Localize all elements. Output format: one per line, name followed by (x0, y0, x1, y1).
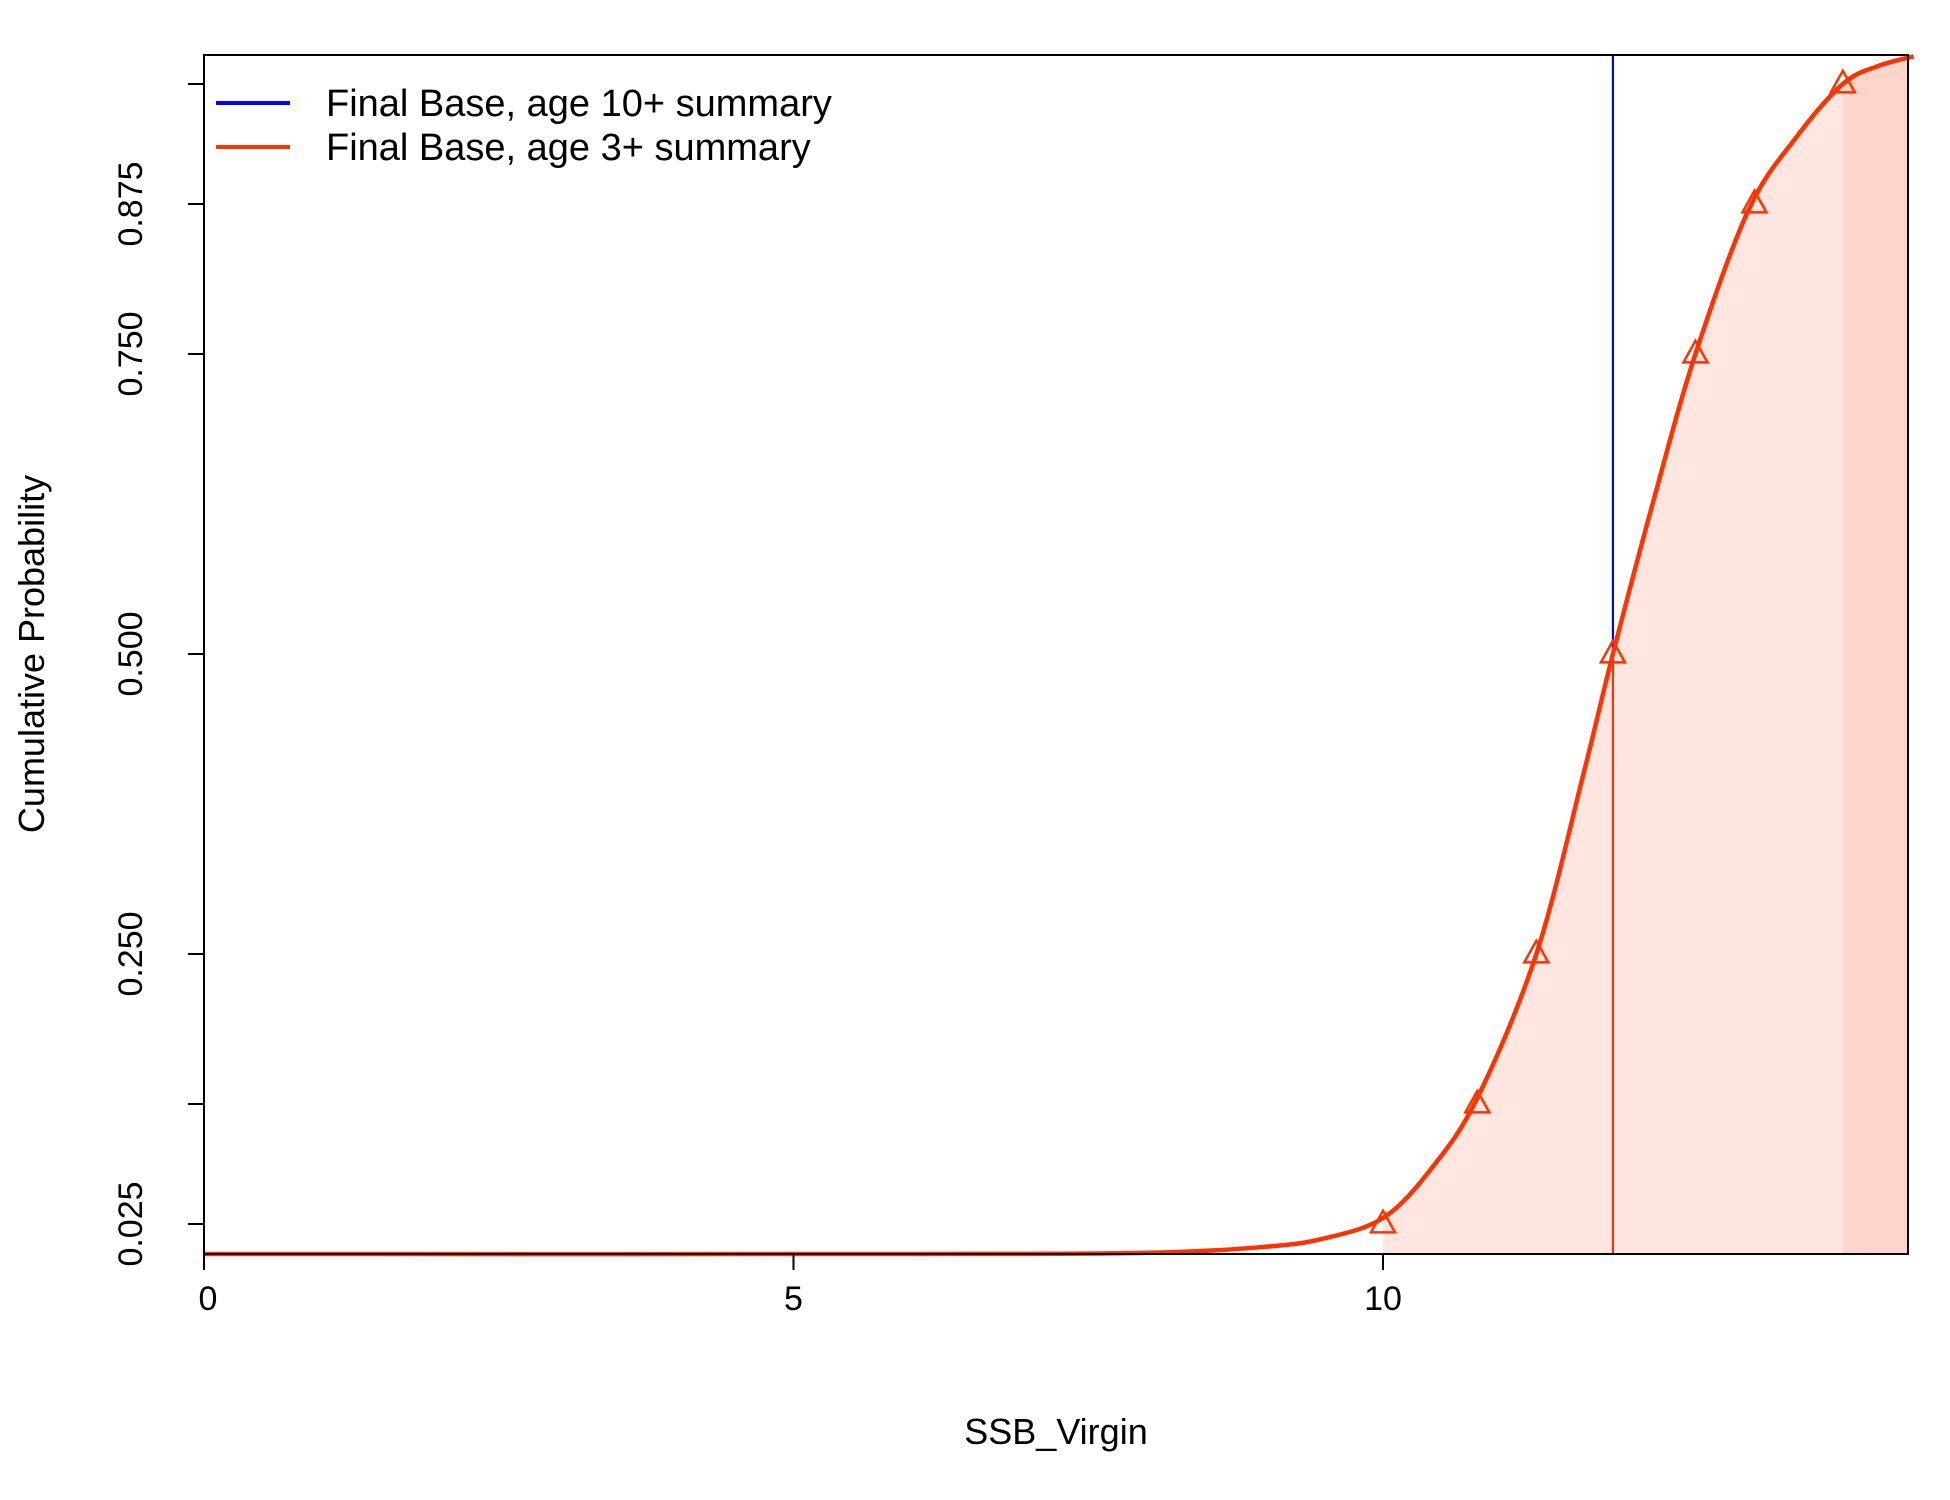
quantile-marker-0 (1368, 1208, 1398, 1234)
quantile-marker-2 (1522, 938, 1551, 964)
quantile-marker-5 (1740, 188, 1769, 214)
marker-layer (1368, 68, 1857, 1234)
y-tick-label-0: 0.025 (112, 1181, 150, 1266)
x-tick-label-1: 5 (784, 1280, 803, 1318)
legend-label-age3: Final Base, age 3+ summary (326, 127, 811, 169)
legend: Final Base, age 10+ summary Final Base, … (216, 83, 832, 169)
y-tick-label-2: 0.500 (112, 611, 150, 696)
legend-label-age10: Final Base, age 10+ summary (326, 83, 832, 125)
quantile-marker-4 (1681, 338, 1710, 364)
shade-dark-region (1842, 56, 1908, 1254)
quantile-marker-1 (1463, 1088, 1492, 1114)
y-tick-label-4: 0.875 (112, 161, 150, 246)
y-tick-label-3: 0.750 (112, 311, 150, 396)
quantile-marker-6 (1828, 68, 1857, 94)
x-tick-label-0: 0 (199, 1280, 218, 1318)
x-tick-label-2: 10 (1364, 1280, 1402, 1318)
x-axis-title: SSB_Virgin (964, 1411, 1147, 1452)
quantile-marker-3 (1598, 638, 1628, 664)
y-axis-title: Cumulative Probability (11, 475, 52, 833)
axis-layer: 0 5 10 0.025 0.250 0.500 0.750 0.875 (112, 83, 1402, 1318)
y-tick-label-1: 0.250 (112, 911, 150, 996)
shade-layer (1383, 56, 1908, 1254)
